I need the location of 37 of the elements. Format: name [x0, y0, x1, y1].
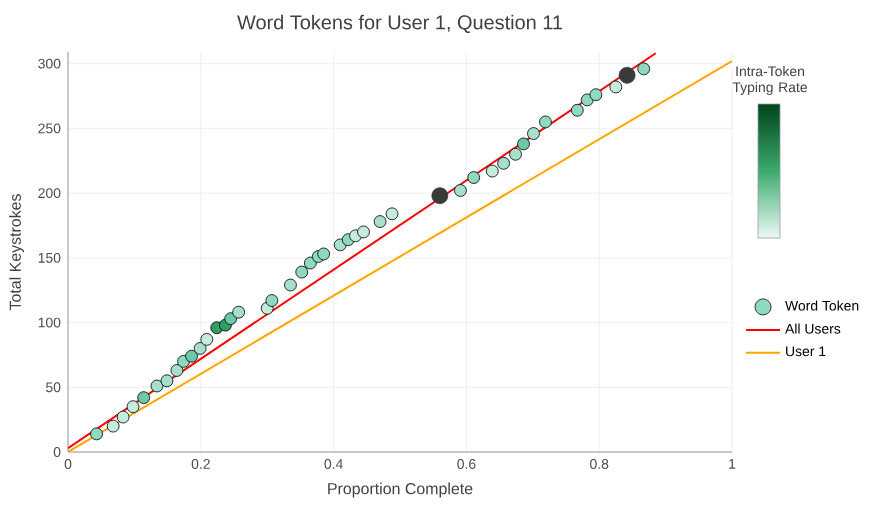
point: [497, 156, 510, 170]
point: [116, 410, 130, 424]
point: [295, 265, 309, 279]
point: [317, 247, 331, 261]
point: [126, 400, 140, 414]
point: [580, 93, 594, 107]
point: [570, 103, 584, 117]
point: [137, 391, 151, 405]
point: [193, 342, 207, 355]
point: [485, 164, 499, 178]
point: [431, 187, 449, 205]
point: [90, 427, 103, 441]
point: [385, 207, 399, 221]
point: [618, 66, 636, 84]
point: [357, 225, 370, 239]
point: [265, 294, 279, 307]
point: [454, 184, 467, 197]
point: [160, 374, 174, 388]
point: [609, 80, 623, 94]
point: [224, 312, 238, 326]
point: [106, 419, 120, 433]
point: [170, 364, 184, 377]
point: [200, 333, 214, 346]
point: [303, 256, 317, 270]
point: [150, 379, 164, 393]
point: [284, 278, 297, 292]
point: [539, 115, 552, 129]
point: [517, 137, 530, 151]
point: [527, 127, 540, 140]
point: [232, 305, 246, 319]
point: [637, 62, 651, 76]
chart-title: Word Tokens for User 1, Question 11: [237, 14, 563, 34]
point: [509, 147, 522, 161]
point: [589, 88, 603, 102]
point: [373, 215, 387, 228]
point: [185, 349, 198, 363]
point: [467, 171, 481, 184]
